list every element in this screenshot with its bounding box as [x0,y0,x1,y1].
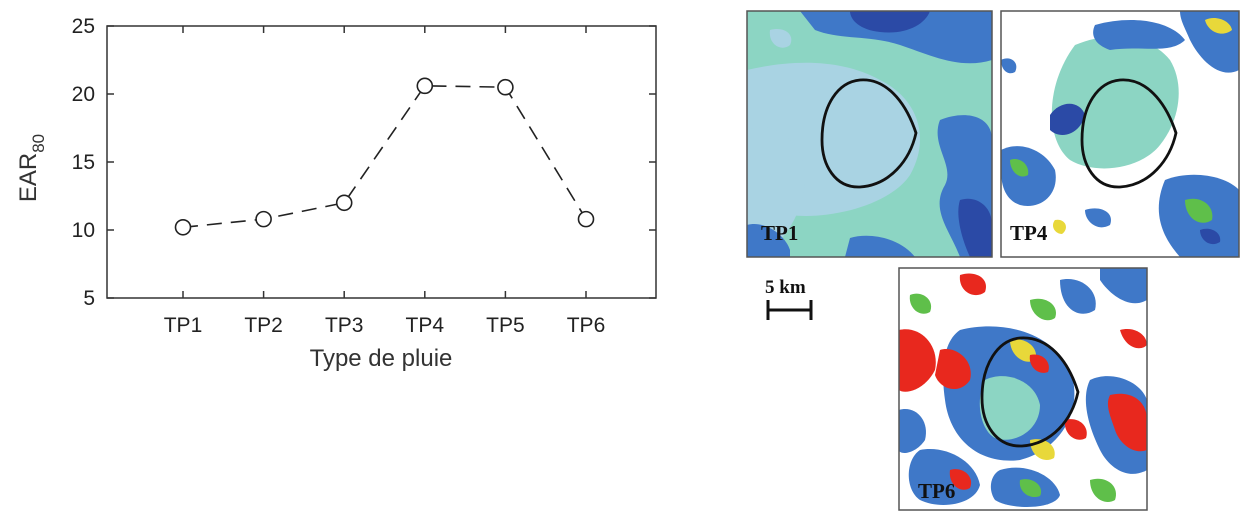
y-tick-label: 20 [72,83,95,106]
series-markers [174,77,595,236]
data-point-tp6 [577,210,595,228]
series-line [182,84,587,229]
x-axis-ticks: TP1 TP2 TP3 TP4 TP5 TP6 [164,26,606,337]
catchment-outline-tp6 [980,336,1080,448]
y-axis-title: EAR80 [15,134,48,202]
catchment-outline-tp4 [1080,78,1178,189]
y-axis-ticks: 5 10 15 20 25 [72,15,656,310]
catchment-outline-tp1 [820,78,918,189]
plot-area-frame [106,25,657,299]
data-point-tp2 [255,210,272,228]
y-tick-label: 25 [72,15,95,38]
panel-label-tp6: TP6 [918,479,955,503]
data-point-tp4 [416,77,434,95]
x-tick-label: TP3 [325,314,364,337]
y-axis-title-main: EAR [15,153,42,202]
y-tick-label: 10 [72,219,95,242]
x-tick-label: TP5 [486,314,525,337]
panel-label-tp4: TP4 [1010,221,1048,245]
x-tick-label: TP6 [567,314,606,337]
data-point-tp1 [174,218,192,236]
y-tick-label: 5 [83,287,95,310]
x-tick-label: TP1 [164,314,203,337]
map-panel-tp1: TP1 [746,10,993,258]
line-chart: 5 10 15 20 25 TP1 TP2 TP3 TP4 TP5 TP6 Type de plu… [15,15,657,372]
map-panel-tp4: TP4 [1000,10,1240,258]
x-tick-label: TP4 [406,314,445,337]
y-tick-label: 15 [72,151,95,174]
map-panel-tp6: TP6 [898,267,1148,511]
data-point-tp3 [335,194,353,212]
x-tick-label: TP2 [244,314,283,337]
x-axis-title: Type de pluie [310,345,453,372]
data-point-tp5 [497,78,514,96]
scale-bar: 5 km [765,277,813,320]
panel-label-tp1: TP1 [761,221,798,245]
scale-bar-label: 5 km [765,277,806,298]
y-axis-title-subscript: 80 [29,134,48,153]
